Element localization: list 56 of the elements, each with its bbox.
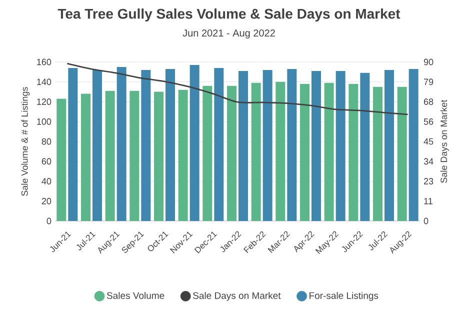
bar <box>130 90 140 221</box>
y-tick-label: 60 <box>42 158 52 165</box>
y-axis-title: Sale Volume & # of Listings <box>21 87 30 196</box>
bar <box>81 94 90 221</box>
y2-tick-label: 45 <box>424 138 434 145</box>
y2-tick-label: 56 <box>424 118 434 125</box>
y-tick-label: 0 <box>46 218 52 224</box>
bar <box>116 66 126 221</box>
chart-subtitle: Jun 2021 - Aug 2022 <box>182 29 275 39</box>
bar <box>154 92 164 221</box>
y-tick-label: 100 <box>37 118 52 125</box>
y2-tick-label: 0 <box>424 218 428 224</box>
chart-title: Tea Tree Gully Sales Volume & Sale Days on Market <box>58 8 400 22</box>
bar <box>214 68 224 221</box>
y2-tick-label: 23 <box>424 178 434 184</box>
y-tick-label: 40 <box>42 178 52 184</box>
bar <box>190 64 200 221</box>
bar <box>397 86 407 221</box>
bar <box>166 68 175 221</box>
y2-tick-label: 11 <box>424 198 432 204</box>
bar <box>373 86 382 221</box>
legend-label: For-sale Listings <box>310 292 378 301</box>
y2-tick-label: 79 <box>424 78 434 86</box>
bar <box>300 84 310 221</box>
bar <box>178 90 188 221</box>
bar <box>312 70 321 221</box>
bar <box>348 84 358 221</box>
bar <box>68 68 78 221</box>
y-tick-label: 20 <box>42 198 52 204</box>
bar <box>238 70 248 221</box>
bar <box>105 90 115 221</box>
bar <box>287 68 297 221</box>
bar <box>202 86 212 221</box>
y-tick-label: 120 <box>37 98 52 105</box>
y2-tick-label: 34 <box>424 158 434 165</box>
bar <box>384 70 394 221</box>
bar <box>276 82 286 221</box>
y-tick-label: 160 <box>37 58 52 66</box>
bar <box>92 70 102 221</box>
bar <box>408 68 418 221</box>
y2-axis-title: Sale Days on Market <box>440 100 449 183</box>
bar <box>56 98 66 221</box>
y-tick-label: 80 <box>42 138 52 145</box>
bar <box>227 86 236 221</box>
y-tick-label: 140 <box>37 78 52 86</box>
bar <box>141 70 151 221</box>
line-series <box>66 62 409 116</box>
bar <box>360 72 370 221</box>
bar <box>251 82 261 221</box>
bar <box>324 82 334 221</box>
bar <box>262 70 272 221</box>
bar <box>336 70 346 221</box>
legend-label: Sale Days on Market <box>193 292 281 301</box>
y2-tick-label: 90 <box>424 58 434 66</box>
legend-label: Sales Volume <box>106 292 164 299</box>
y2-tick-label: 68 <box>424 98 434 105</box>
